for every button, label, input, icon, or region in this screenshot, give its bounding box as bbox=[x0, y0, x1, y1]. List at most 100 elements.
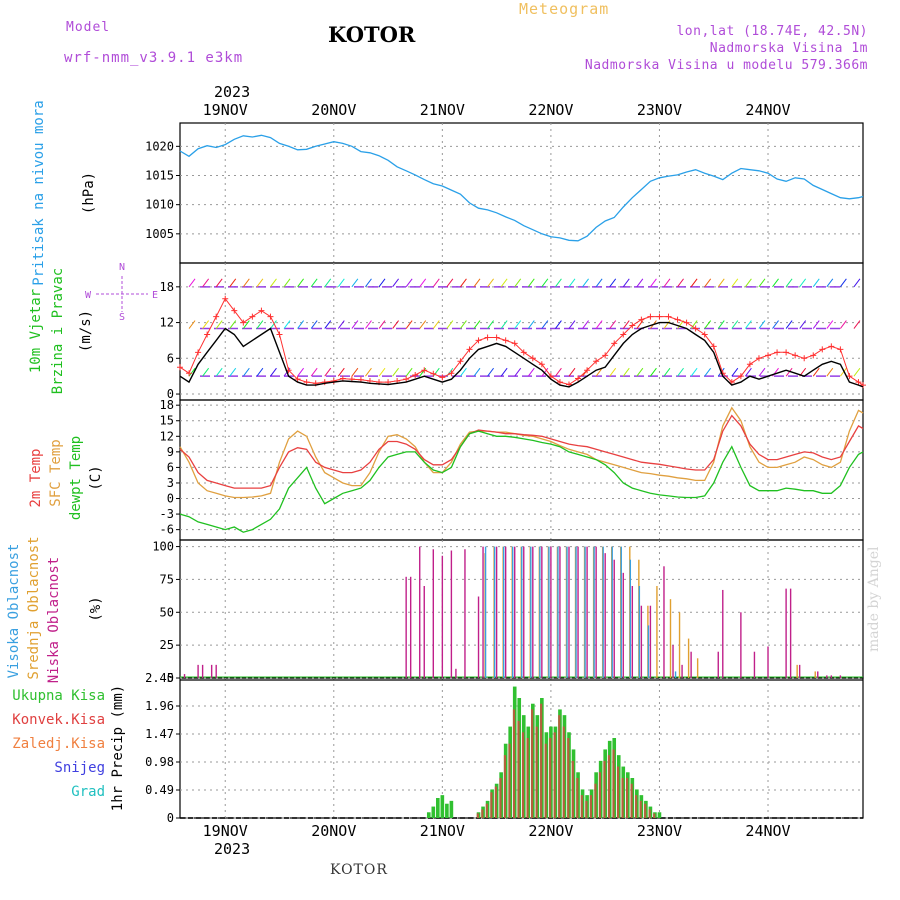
precip-convective-bar bbox=[598, 772, 602, 818]
date-label-top: 20NOV bbox=[311, 101, 356, 119]
precip-convective-bar bbox=[589, 795, 592, 818]
precip-convective-bar bbox=[562, 726, 565, 818]
ytick-label: 1.96 bbox=[145, 699, 174, 713]
precip-convective-bar bbox=[553, 732, 556, 818]
wind-gust-point bbox=[755, 355, 762, 362]
precip-convective-bar bbox=[481, 809, 484, 818]
wind-arrow bbox=[758, 320, 766, 329]
wind-arrow bbox=[256, 320, 264, 329]
wind-arrow bbox=[772, 278, 779, 288]
pressure-unit: (hPa) bbox=[81, 172, 97, 214]
wind-arrow bbox=[215, 367, 223, 377]
wind-arrow bbox=[758, 367, 766, 377]
model-elevation-info: Nadmorska Visina u modelu 579.366m bbox=[584, 58, 868, 73]
precip-convective-bar bbox=[530, 709, 534, 818]
ytick-label: -6 bbox=[160, 523, 174, 537]
wind-gust-point bbox=[493, 334, 500, 341]
wind-gust-point bbox=[774, 349, 781, 356]
wind-arrow bbox=[392, 278, 399, 288]
wind-arrow bbox=[310, 278, 318, 288]
wind-arrow bbox=[500, 367, 508, 377]
wind-arrow bbox=[229, 367, 237, 377]
wind-gust-point bbox=[792, 352, 799, 359]
wind-arrow bbox=[242, 320, 250, 329]
ytick-label: 25 bbox=[160, 638, 174, 652]
wind-gust-point bbox=[810, 352, 817, 359]
wind-gust-point bbox=[421, 367, 428, 374]
wind-gust-line bbox=[179, 297, 864, 386]
wind-arrow bbox=[812, 278, 820, 288]
precip-convective-bar bbox=[607, 755, 611, 818]
wind-arrow bbox=[514, 320, 522, 329]
wind-arrow bbox=[839, 367, 847, 377]
date-label-top: 21NOV bbox=[420, 101, 465, 119]
panel-frame-precip bbox=[179, 677, 864, 819]
wind-arrow bbox=[717, 320, 725, 329]
wind-arrow bbox=[365, 367, 372, 377]
wind-gust-point bbox=[828, 343, 835, 350]
wind-arrow bbox=[324, 367, 332, 377]
wind-arrow bbox=[690, 320, 698, 329]
wind-gust-point bbox=[231, 307, 238, 314]
wind-gust-point bbox=[846, 373, 853, 380]
precip-convective-bar bbox=[639, 800, 642, 818]
wind-gust-point bbox=[556, 379, 563, 386]
precip-title: 1hr Precip (mm) bbox=[110, 685, 126, 811]
date-label-bottom: 23NOV bbox=[637, 822, 682, 840]
precip-convective-bar bbox=[594, 783, 597, 818]
wind-arrow bbox=[650, 278, 657, 288]
wind-arrow bbox=[460, 278, 467, 288]
wind-arrow bbox=[324, 320, 332, 329]
wind-gust-point bbox=[665, 313, 672, 320]
mid-cloud-title: Srednja Oblacnost bbox=[26, 536, 42, 679]
precip-convective-bar bbox=[494, 786, 497, 818]
model-label: Model bbox=[66, 20, 111, 35]
wind-arrow bbox=[568, 367, 576, 377]
wind-arrow bbox=[636, 367, 644, 377]
precip-convective-bar bbox=[653, 813, 656, 818]
precip-convective-bar bbox=[521, 732, 525, 818]
wind-gust-point bbox=[855, 379, 862, 386]
wind-arrow bbox=[229, 278, 237, 288]
wind-arrow bbox=[541, 278, 549, 288]
wind-arrow bbox=[785, 278, 793, 288]
precip-total-bar bbox=[449, 800, 454, 818]
wind-arrow bbox=[460, 320, 467, 329]
wind-arrow bbox=[514, 367, 522, 377]
ytick-label: 0.98 bbox=[145, 755, 174, 769]
wind-arrow bbox=[717, 278, 725, 288]
wind-arrow bbox=[405, 320, 413, 329]
wind-arrow bbox=[555, 320, 562, 329]
wind-arrow bbox=[731, 320, 739, 329]
wind-arrow bbox=[785, 320, 793, 329]
wind-gust-point bbox=[502, 337, 509, 344]
wind-arrow bbox=[853, 367, 861, 377]
date-label-top: 19NOV bbox=[203, 101, 248, 119]
wind-gust-point bbox=[547, 373, 554, 380]
precip-convective-bar bbox=[558, 715, 561, 818]
precip-convective-bar bbox=[567, 738, 570, 818]
ytick-label: 12 bbox=[160, 429, 174, 443]
lonlat-info: lon,lat (18.74E, 42.5N) bbox=[676, 24, 868, 39]
wind-arrow bbox=[839, 320, 847, 329]
wind-arrow bbox=[622, 367, 630, 377]
precip-legend-item: Zaledj.Kisa bbox=[12, 736, 105, 752]
precip-convective-bar bbox=[580, 795, 583, 818]
wind-gust-point bbox=[195, 349, 202, 356]
ytick-label: 12 bbox=[160, 316, 174, 330]
wind-gust-point bbox=[538, 361, 545, 368]
wind-gust-point bbox=[204, 331, 211, 338]
wind-arrow bbox=[650, 367, 657, 377]
compass-west: W bbox=[85, 290, 92, 301]
wind-arrow bbox=[351, 278, 359, 288]
wind-arrow bbox=[202, 278, 210, 288]
wind-arrow bbox=[256, 367, 264, 377]
ytick-label: 2.45 bbox=[145, 671, 174, 685]
precip-convective-bar bbox=[540, 703, 543, 818]
precip-convective-bar bbox=[535, 726, 538, 818]
wind-gust-point bbox=[222, 295, 229, 302]
ytick-label: 75 bbox=[160, 572, 174, 586]
wind-arrow bbox=[595, 278, 603, 288]
year-top-label: 2023 bbox=[214, 83, 251, 101]
precip-legend-item: Snijeg bbox=[54, 760, 105, 776]
